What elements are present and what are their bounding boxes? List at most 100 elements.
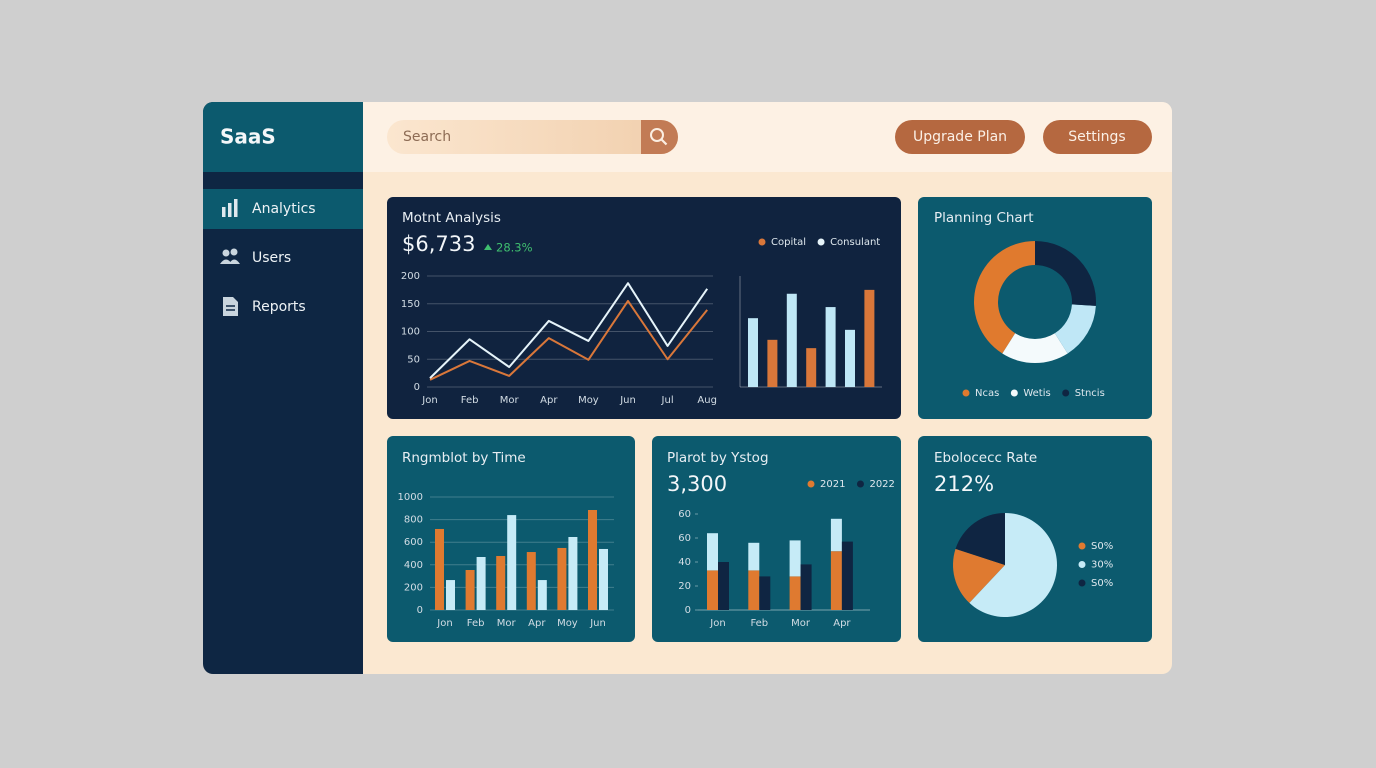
search-icon-handle xyxy=(660,138,668,146)
bar xyxy=(748,318,758,387)
line-series xyxy=(429,299,708,381)
menu-item[interactable]: Analytics xyxy=(252,201,316,217)
x-tick-label: Aug xyxy=(697,395,717,406)
panel-title: Plarot by Ystog xyxy=(667,450,769,466)
bar xyxy=(568,537,578,610)
menu-item[interactable]: Reports xyxy=(252,299,306,315)
x-tick-label: Jon xyxy=(436,618,452,629)
legend-label: Consulant xyxy=(830,237,880,248)
legend-label: S0% xyxy=(1091,541,1113,552)
legend-label: Wetis xyxy=(1023,388,1050,399)
legend-label: 2021 xyxy=(820,479,845,490)
legend-swatch xyxy=(1062,389,1070,397)
slice xyxy=(1035,241,1096,306)
legend-swatch xyxy=(856,480,864,488)
y-tick-label: 600 xyxy=(404,537,423,548)
legend-swatch xyxy=(817,238,825,246)
x-tick-label: Mor xyxy=(500,395,520,406)
legend-swatch xyxy=(1010,389,1018,397)
menu-item[interactable]: Users xyxy=(252,250,291,266)
x-tick-label: Jul xyxy=(661,395,674,406)
bar-segment xyxy=(841,541,853,610)
y-tick-label: 40 xyxy=(678,557,691,568)
y-tick-label: 20 xyxy=(678,581,691,592)
x-tick-label: Moy xyxy=(578,395,599,406)
line-series xyxy=(429,282,709,379)
legend-swatch xyxy=(1078,542,1086,550)
legend-label: Ncas xyxy=(975,388,999,399)
legend-swatch xyxy=(1078,579,1086,587)
y-tick-label: 50 xyxy=(407,354,420,365)
panel-title: Motnt Analysis xyxy=(402,210,501,226)
icon-analytics xyxy=(222,199,238,217)
legend-swatch xyxy=(1078,561,1086,568)
upgrade-button[interactable] xyxy=(895,120,1025,154)
y-tick-label: 800 xyxy=(404,515,423,526)
panel-value: 3,300 xyxy=(667,472,727,496)
y-tick-label: 0 xyxy=(417,605,423,616)
bar xyxy=(476,557,486,610)
slice xyxy=(953,548,1005,603)
x-tick-label: Moy xyxy=(557,618,578,629)
legend-swatch xyxy=(807,480,815,488)
legend-label: S0% xyxy=(1091,578,1113,589)
bar xyxy=(446,580,455,610)
y-tick-label: 0 xyxy=(414,382,420,393)
x-tick-label: Apr xyxy=(833,618,851,629)
slice xyxy=(1054,304,1096,354)
bar-segment xyxy=(707,570,718,610)
button-label[interactable]: Settings xyxy=(1068,129,1125,145)
button-label[interactable]: Upgrade Plan xyxy=(913,129,1007,145)
x-tick-label: Feb xyxy=(461,395,479,406)
y-tick-label: 200 xyxy=(404,582,423,593)
panel-value: 212% xyxy=(934,472,994,496)
panel-value: $6,733 xyxy=(402,232,475,256)
bar xyxy=(599,548,608,610)
bar xyxy=(786,293,797,387)
bar xyxy=(507,515,517,610)
y-tick-label: 150 xyxy=(401,299,420,310)
bar xyxy=(845,329,855,387)
bar-segment xyxy=(718,562,729,610)
x-tick-label: Jon xyxy=(709,618,725,629)
bar xyxy=(864,289,875,387)
bar xyxy=(496,555,506,610)
search-placeholder: Search xyxy=(403,129,451,145)
bar-segment xyxy=(748,542,760,571)
y-tick-label: 60 xyxy=(678,533,691,544)
search-box[interactable] xyxy=(387,120,678,154)
bar-segment xyxy=(707,533,718,571)
slice xyxy=(1002,333,1068,363)
x-tick-label: Feb xyxy=(750,618,768,629)
bar-segment xyxy=(789,576,801,610)
up-arrow xyxy=(484,244,492,250)
panel-title: Planning Chart xyxy=(934,210,1034,226)
bar xyxy=(537,580,547,610)
bar xyxy=(557,547,567,610)
bar xyxy=(825,307,836,387)
slice xyxy=(969,513,1057,617)
legend-label: Stncis xyxy=(1075,388,1105,399)
legend-swatch xyxy=(758,238,766,246)
x-tick-label: Apr xyxy=(540,395,558,406)
search-button[interactable] xyxy=(641,120,678,154)
y-tick-label: 200 xyxy=(401,271,420,282)
y-tick-label: 100 xyxy=(401,327,420,338)
settings-button[interactable] xyxy=(1043,120,1152,154)
y-tick-label: 400 xyxy=(404,560,423,571)
legend-label: Copital xyxy=(771,237,806,248)
slice xyxy=(955,513,1005,565)
y-tick-label: 1000 xyxy=(398,492,423,503)
x-tick-label: Jun xyxy=(589,618,606,629)
bar-segment xyxy=(759,576,771,610)
sidebar xyxy=(203,102,363,674)
bar xyxy=(526,552,536,610)
panel-title: Rngmblot by Time xyxy=(402,450,526,466)
brand: SaaS xyxy=(220,125,276,149)
legend-label: 2022 xyxy=(869,479,894,490)
bar-segment xyxy=(789,540,801,577)
y-tick-label: 0 xyxy=(685,605,691,616)
panel xyxy=(918,197,1152,419)
icon-reports-lines xyxy=(226,305,235,311)
